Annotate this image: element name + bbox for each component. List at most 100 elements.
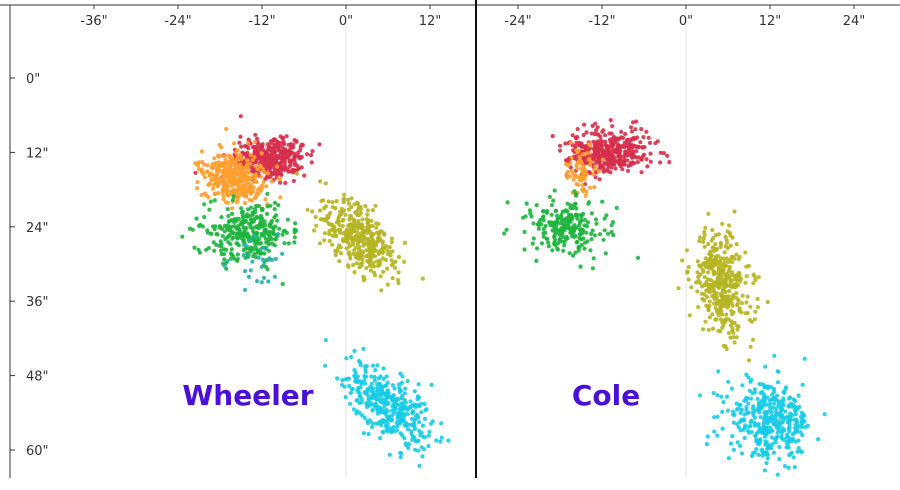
- data-point: [708, 265, 713, 270]
- data-point: [743, 250, 748, 255]
- data-point: [771, 450, 777, 455]
- data-point: [723, 273, 728, 278]
- data-point: [729, 260, 735, 265]
- data-point: [265, 171, 270, 176]
- data-point: [603, 142, 608, 148]
- data-point: [703, 225, 708, 230]
- data-point: [380, 256, 386, 261]
- data-point: [724, 263, 729, 269]
- data-point: [777, 444, 782, 450]
- data-point: [348, 215, 353, 220]
- data-point: [202, 191, 208, 196]
- data-point: [598, 163, 603, 168]
- data-point: [731, 447, 737, 452]
- data-point: [373, 421, 378, 426]
- data-point: [224, 200, 229, 205]
- panel-1: -36" -24" -12" 0" 12" 0" 12" 24" 36" 48" 60" Wheele…: [9, 5, 451, 478]
- data-point: [354, 223, 359, 228]
- data-point: [210, 166, 215, 171]
- data-point: [802, 356, 807, 361]
- data-point: [370, 396, 375, 401]
- data-point: [229, 158, 234, 163]
- data-point: [413, 417, 418, 422]
- data-point: [710, 312, 715, 317]
- data-point: [641, 135, 646, 140]
- data-point: [406, 427, 411, 432]
- data-point: [739, 451, 745, 456]
- data-point: [302, 173, 307, 178]
- data-point: [323, 217, 328, 222]
- data-point: [232, 141, 237, 146]
- data-point: [226, 213, 231, 219]
- data-point: [227, 219, 232, 224]
- data-point: [262, 233, 267, 238]
- data-point: [347, 383, 352, 389]
- data-point: [353, 245, 358, 250]
- data-point: [744, 300, 749, 305]
- data-point: [378, 436, 383, 441]
- data-point: [790, 432, 795, 437]
- data-point: [573, 250, 578, 255]
- data-point: [245, 232, 250, 237]
- data-point: [777, 421, 782, 426]
- data-point: [604, 213, 609, 218]
- data-point: [715, 414, 720, 419]
- data-point: [332, 228, 337, 233]
- data-point: [379, 288, 384, 293]
- data-point: [524, 201, 529, 206]
- data-point: [196, 247, 201, 252]
- data-point: [576, 148, 581, 153]
- data-point: [335, 376, 340, 381]
- x-tick-label: -12": [588, 14, 615, 29]
- data-point: [288, 169, 293, 174]
- data-point: [735, 323, 740, 328]
- data-point: [371, 260, 376, 265]
- data-point: [396, 382, 401, 387]
- data-point: [573, 173, 578, 178]
- data-point: [731, 294, 736, 299]
- data-point: [414, 414, 419, 419]
- data-point: [725, 296, 731, 301]
- data-point: [722, 285, 727, 290]
- data-point: [378, 395, 383, 401]
- series-1-points: [193, 114, 322, 186]
- data-point: [266, 248, 271, 253]
- data-point: [576, 182, 581, 187]
- data-point: [568, 174, 573, 179]
- data-point: [694, 280, 699, 285]
- x-tick-label: 0": [679, 14, 693, 29]
- data-point: [602, 161, 607, 166]
- data-point: [697, 393, 703, 398]
- data-point: [790, 402, 796, 407]
- data-point: [384, 383, 389, 388]
- data-point: [772, 401, 777, 406]
- data-point: [571, 177, 576, 182]
- series-6-points: [323, 338, 451, 468]
- data-point: [718, 259, 723, 264]
- x-tick-label: 24": [843, 14, 866, 29]
- data-point: [630, 120, 636, 125]
- data-point: [230, 236, 235, 241]
- data-point: [764, 402, 769, 407]
- data-point: [502, 231, 507, 236]
- data-point: [412, 426, 418, 431]
- data-point: [601, 237, 606, 242]
- data-point: [357, 410, 362, 415]
- data-point: [259, 151, 264, 156]
- data-point: [241, 187, 246, 192]
- data-point: [269, 179, 274, 184]
- data-point: [564, 162, 569, 167]
- data-point: [603, 139, 608, 144]
- data-point: [623, 131, 628, 137]
- series-2-points: [193, 126, 283, 211]
- data-point: [748, 344, 753, 349]
- data-point: [707, 315, 713, 320]
- data-point: [633, 136, 638, 141]
- data-point: [278, 161, 283, 166]
- data-point: [320, 217, 325, 222]
- data-point: [596, 169, 602, 174]
- y-tick-label: 60": [26, 444, 49, 459]
- data-point: [558, 143, 563, 148]
- data-point: [769, 410, 774, 415]
- data-point: [721, 318, 726, 323]
